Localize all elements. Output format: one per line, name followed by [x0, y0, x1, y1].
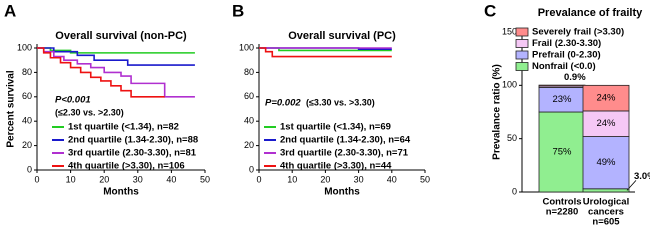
y-tick-label: 40 — [244, 116, 254, 126]
x-tick-label: 20 — [320, 174, 330, 184]
chart-title: Prevalance of frailty — [538, 7, 643, 19]
panel-label: C — [484, 1, 496, 20]
annotation: P=0.002 — [265, 98, 301, 109]
x-tick-label: cancers — [588, 207, 624, 218]
x-tick-label: 40 — [387, 174, 397, 184]
y-tick-label: 0 — [512, 186, 517, 196]
page: {"chart_data": [ {"type": "line", "step"… — [4, 1, 650, 228]
bar-segment — [582, 84, 630, 112]
y-tick-label: 20 — [22, 140, 32, 150]
y-tick-label: 20 — [244, 140, 254, 150]
bar-segment — [538, 111, 586, 193]
legend-label: Severely frail (>3.30) — [532, 27, 624, 38]
legend-swatch — [515, 50, 529, 60]
y-tick-label: 150 — [502, 26, 517, 36]
panel-label: B — [232, 1, 244, 20]
y-axis-label: Percent survival — [6, 70, 17, 147]
survival-curve — [37, 47, 195, 98]
y-tick-label: 50 — [507, 133, 517, 143]
x-tick-label: Urological — [583, 197, 629, 208]
x-tick-label: 50 — [420, 174, 430, 184]
x-axis-label: Months — [103, 187, 139, 198]
y-tick-label: 80 — [22, 67, 32, 77]
x-tick-label: 10 — [287, 174, 297, 184]
x-tick-label: 10 — [66, 174, 76, 184]
y-axis-label: Prevalance ratio (%) — [492, 64, 503, 160]
legend-label: Nonfrail (<0.0) — [532, 61, 596, 72]
chart-title: Overall survival (non-PC) — [55, 30, 187, 42]
bar-segment — [582, 188, 630, 193]
x-tick-label: 30 — [354, 174, 364, 184]
survival-curve — [37, 47, 165, 98]
y-tick-label: 100 — [239, 42, 254, 52]
legend-label: 2nd quartile (1.34-2.30), n=64 — [280, 135, 411, 146]
x-tick-label: n=2280 — [546, 207, 579, 218]
x-axis-label: Months — [324, 187, 360, 198]
value-label: 24% — [596, 93, 616, 104]
bar-segment — [538, 84, 586, 87]
y-tick-label: 0 — [27, 164, 32, 174]
y-tick-label: 100 — [17, 42, 32, 52]
y-tick-label: 100 — [502, 80, 517, 90]
bar-segment — [582, 110, 630, 137]
value-label: 75% — [552, 147, 572, 158]
legend-label: Frail (2.30-3.30) — [532, 38, 601, 49]
value-label: 49% — [596, 157, 616, 168]
x-tick-label: 40 — [166, 174, 176, 184]
legend-label: 4th quartile (>3.30), n=106 — [68, 161, 185, 172]
legend-swatch — [515, 27, 529, 37]
legend-label: 4th quartile (>3.30), n=44 — [280, 161, 392, 172]
x-tick-label: 0 — [34, 174, 39, 184]
annotation: (≤3.30 vs. >3.30) — [306, 97, 375, 107]
y-tick-label: 0 — [249, 164, 254, 174]
legend-label: 1st quartile (<1.34), n=69 — [280, 122, 391, 133]
bar-segment — [582, 136, 630, 190]
y-tick-label: 80 — [244, 67, 254, 77]
legend-label: 1st quartile (<1.34), n=82 — [68, 122, 179, 133]
y-tick-label: 40 — [22, 116, 32, 126]
survival-curve — [37, 47, 195, 66]
annotation: P<0.001 — [55, 95, 91, 106]
x-tick-label: 0 — [256, 174, 261, 184]
legend-label: 2nd quartile (1.34-2.30), n=88 — [68, 135, 198, 146]
y-tick-label: 60 — [244, 91, 254, 101]
value-label: 3.0% — [634, 171, 650, 182]
value-label: 24% — [596, 118, 616, 129]
value-label: 0.9% — [564, 72, 586, 83]
legend-swatch — [515, 39, 529, 48]
x-tick-label: 20 — [99, 174, 109, 184]
value-label: 23% — [552, 94, 572, 105]
survival-curve — [259, 47, 392, 58]
x-tick-label: 50 — [200, 174, 210, 184]
y-tick-label: 60 — [22, 91, 32, 101]
x-tick-label: Controls — [542, 197, 581, 208]
x-tick-label: 30 — [133, 174, 143, 184]
annotation: (≤2.30 vs. >2.30) — [55, 107, 124, 117]
legend-label: 3rd quartile (2.30-3.30), n=81 — [68, 148, 197, 159]
panel-label: A — [4, 1, 16, 20]
legend-swatch — [515, 62, 529, 71]
x-tick-label: n=605 — [592, 217, 620, 228]
chart-title: Overall survival (PC) — [288, 30, 396, 42]
legend-label: Prefrail (0-2.30) — [532, 50, 601, 61]
legend-label: 3rd quartile (2.30-3.30), n=71 — [280, 148, 409, 159]
